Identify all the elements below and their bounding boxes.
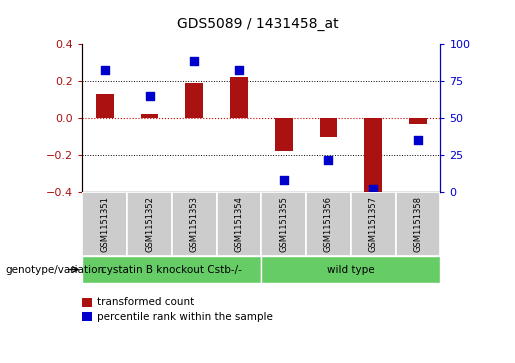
Bar	[96, 94, 114, 118]
Text: cystatin B knockout Cstb-/-: cystatin B knockout Cstb-/-	[101, 265, 243, 274]
Point	[414, 138, 422, 143]
Bar	[396, 192, 440, 256]
Text: GSM1151354: GSM1151354	[234, 196, 244, 252]
Bar	[261, 192, 306, 256]
Bar	[82, 312, 92, 321]
Text: GSM1151358: GSM1151358	[414, 196, 422, 252]
Bar	[230, 77, 248, 118]
Point	[100, 68, 109, 73]
Text: GSM1151352: GSM1151352	[145, 196, 154, 252]
Text: GSM1151351: GSM1151351	[100, 196, 109, 252]
Text: transformed count: transformed count	[97, 297, 194, 307]
Point	[145, 93, 153, 99]
Bar	[185, 83, 203, 118]
Text: genotype/variation: genotype/variation	[5, 265, 104, 274]
Text: GSM1151353: GSM1151353	[190, 196, 199, 252]
Point	[190, 58, 198, 64]
Text: GSM1151356: GSM1151356	[324, 196, 333, 252]
Bar	[261, 256, 440, 283]
Bar	[364, 118, 382, 192]
Point	[369, 187, 377, 192]
Bar	[172, 192, 217, 256]
Text: wild type: wild type	[327, 265, 374, 274]
Bar	[141, 114, 159, 118]
Point	[280, 178, 288, 183]
Text: GDS5089 / 1431458_at: GDS5089 / 1431458_at	[177, 17, 338, 30]
Bar	[82, 256, 261, 283]
Bar	[351, 192, 396, 256]
Bar	[319, 118, 337, 136]
Bar	[82, 192, 127, 256]
Bar	[217, 192, 261, 256]
Point	[235, 68, 243, 73]
Bar	[409, 118, 427, 123]
Text: percentile rank within the sample: percentile rank within the sample	[97, 312, 273, 322]
Bar	[275, 118, 293, 151]
Text: GSM1151355: GSM1151355	[279, 196, 288, 252]
Bar	[127, 192, 172, 256]
Bar	[306, 192, 351, 256]
Text: GSM1151357: GSM1151357	[369, 196, 377, 252]
Bar	[82, 298, 92, 307]
Point	[324, 157, 333, 163]
